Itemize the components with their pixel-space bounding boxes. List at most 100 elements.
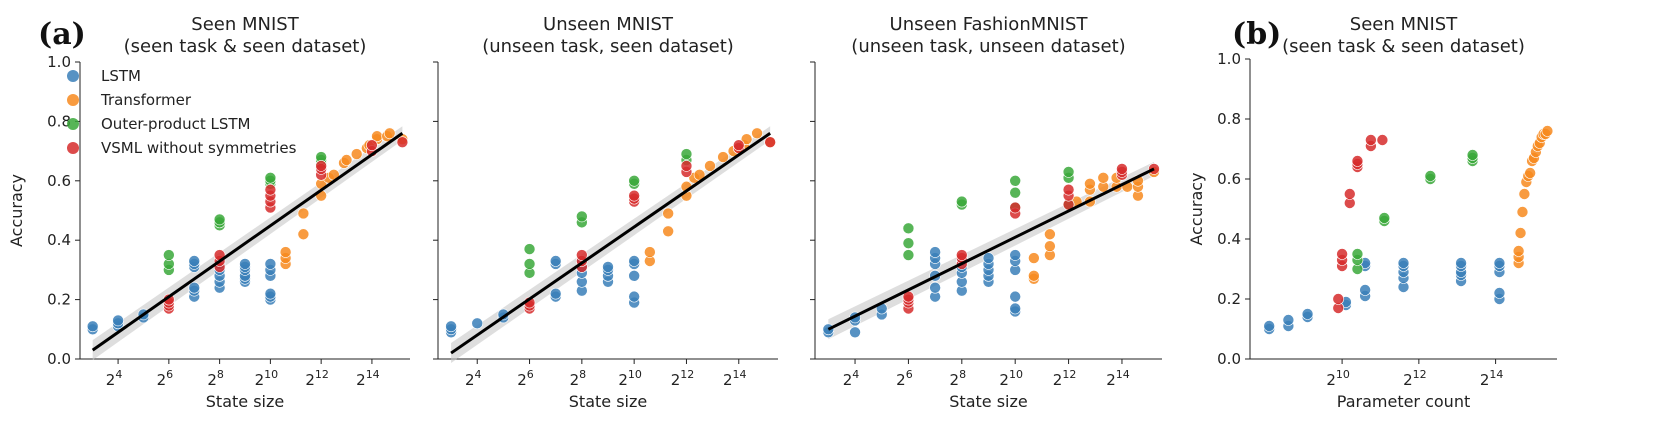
data-point-outer-product-lstm — [1351, 248, 1364, 260]
legend-marker-vsml-without-symmetries — [67, 142, 79, 154]
y-tick-label: 0.6 — [47, 172, 71, 190]
data-point-transformer — [1524, 167, 1536, 179]
data-point-transformer — [704, 160, 716, 172]
chart-title-line: (seen task & seen dataset) — [124, 36, 367, 57]
data-point-outer-product-lstm — [1424, 170, 1437, 182]
data-point-outer-product-lstm — [956, 195, 968, 208]
data-point-vsml-without-symmetries — [1116, 163, 1128, 175]
fit-line — [450, 132, 772, 355]
data-point-outer-product-lstm — [576, 210, 588, 223]
data-point-outer-product-lstm — [264, 172, 277, 184]
x-axis-label: State size — [569, 392, 647, 411]
data-point-vsml-without-symmetries — [1351, 155, 1364, 167]
data-point-lstm — [628, 270, 640, 282]
data-point-outer-product-lstm — [163, 249, 175, 261]
legend-marker-transformer — [67, 94, 79, 106]
data-point-vsml-without-symmetries — [1343, 188, 1356, 200]
fit-line — [827, 167, 1155, 331]
data-point-transformer — [383, 127, 396, 140]
x-tick-label: 26 — [517, 368, 534, 389]
data-point-vsml-without-symmetries — [956, 249, 968, 261]
data-point-lstm — [264, 287, 277, 300]
data-point-vsml-without-symmetries — [315, 160, 327, 172]
data-point-lstm — [1263, 320, 1275, 332]
x-tick-label: 24 — [843, 368, 860, 389]
data-point-transformer — [1028, 252, 1040, 264]
data-point-outer-product-lstm — [902, 237, 915, 249]
data-point-lstm — [982, 252, 995, 264]
data-point-vsml-without-symmetries — [1376, 134, 1389, 146]
data-point-transformer — [1514, 227, 1527, 239]
data-point-outer-product-lstm — [213, 213, 226, 226]
x-tick-label: 210 — [999, 368, 1023, 389]
data-point-transformer — [1097, 172, 1110, 184]
fit-line — [91, 132, 404, 352]
y-axis-label: Accuracy — [1187, 172, 1206, 245]
data-point-lstm — [1009, 290, 1021, 303]
y-tick-label: 0.8 — [1217, 110, 1241, 128]
data-point-lstm — [549, 287, 562, 300]
data-point-lstm — [849, 326, 861, 339]
data-point-transformer — [1512, 245, 1525, 257]
y-tick-label: 0.0 — [47, 350, 71, 368]
legend-label-outer-product-lstm: Outer-product LSTM — [101, 115, 251, 133]
data-point-lstm — [239, 258, 251, 270]
y-tick-label: 1.0 — [1217, 50, 1241, 68]
chart-panel-2: Unseen MNIST(unseen task, seen dataset) 2… — [433, 14, 778, 411]
data-point-outer-product-lstm — [1009, 175, 1021, 187]
data-point-lstm — [1359, 284, 1371, 296]
data-point-transformer — [1044, 228, 1056, 241]
data-point-vsml-without-symmetries — [764, 136, 776, 148]
panel-letter: (b) — [1232, 17, 1281, 52]
data-point-transformer — [350, 148, 363, 160]
data-point-outer-product-lstm — [523, 258, 536, 270]
chart-panel-3: Unseen FashionMNIST(unseen task, unseen … — [810, 14, 1162, 411]
data-point-transformer — [297, 228, 310, 241]
data-point-outer-product-lstm — [1378, 212, 1391, 224]
y-tick-label: 0.2 — [47, 291, 71, 309]
data-point-lstm — [1009, 302, 1021, 315]
data-point-outer-product-lstm — [902, 249, 915, 261]
data-point-transformer — [297, 207, 310, 220]
data-point-transformer — [1044, 240, 1056, 252]
chart-title-line: Unseen FashionMNIST — [890, 14, 1089, 35]
x-axis-label: State size — [949, 392, 1027, 411]
data-point-transformer — [662, 207, 674, 220]
data-point-outer-product-lstm — [523, 243, 536, 255]
data-point-transformer — [1084, 177, 1096, 190]
x-tick-label: 214 — [1480, 368, 1504, 389]
data-point-outer-product-lstm — [1009, 186, 1021, 199]
x-tick-label: 24 — [465, 368, 482, 389]
data-point-outer-product-lstm — [680, 148, 693, 160]
x-tick-label: 24 — [106, 368, 123, 389]
legend-marker-lstm — [67, 70, 79, 82]
data-point-transformer — [751, 127, 763, 140]
x-tick-label: 28 — [207, 368, 224, 389]
legend-marker-outer-product-lstm — [67, 118, 79, 130]
x-tick-label: 212 — [671, 368, 695, 389]
y-tick-label: 0.4 — [1217, 230, 1241, 248]
chart-title-line: Unseen MNIST — [543, 14, 674, 35]
chart-title-line: (seen task & seen dataset) — [1282, 36, 1525, 57]
x-tick-label: 26 — [157, 368, 174, 389]
data-point-vsml-without-symmetries — [396, 136, 409, 148]
data-point-transformer — [340, 154, 353, 166]
panel-letter: (a) — [38, 17, 86, 52]
legend-label-vsml-without-symmetries: VSML without symmetries — [101, 139, 297, 157]
x-tick-label: 214 — [356, 368, 380, 389]
chart-title-line: Seen MNIST — [191, 14, 299, 35]
y-tick-label: 1.0 — [47, 53, 71, 71]
x-tick-label: 28 — [950, 368, 967, 389]
x-axis-label: State size — [206, 392, 284, 411]
data-point-transformer — [279, 246, 292, 258]
x-tick-label: 212 — [305, 368, 329, 389]
data-point-lstm — [1397, 257, 1410, 269]
data-point-transformer — [1541, 125, 1554, 137]
data-point-lstm — [1282, 314, 1295, 326]
data-point-lstm — [929, 281, 941, 294]
data-point-lstm — [471, 317, 484, 330]
data-point-lstm — [1455, 257, 1467, 269]
data-point-lstm — [929, 246, 941, 258]
